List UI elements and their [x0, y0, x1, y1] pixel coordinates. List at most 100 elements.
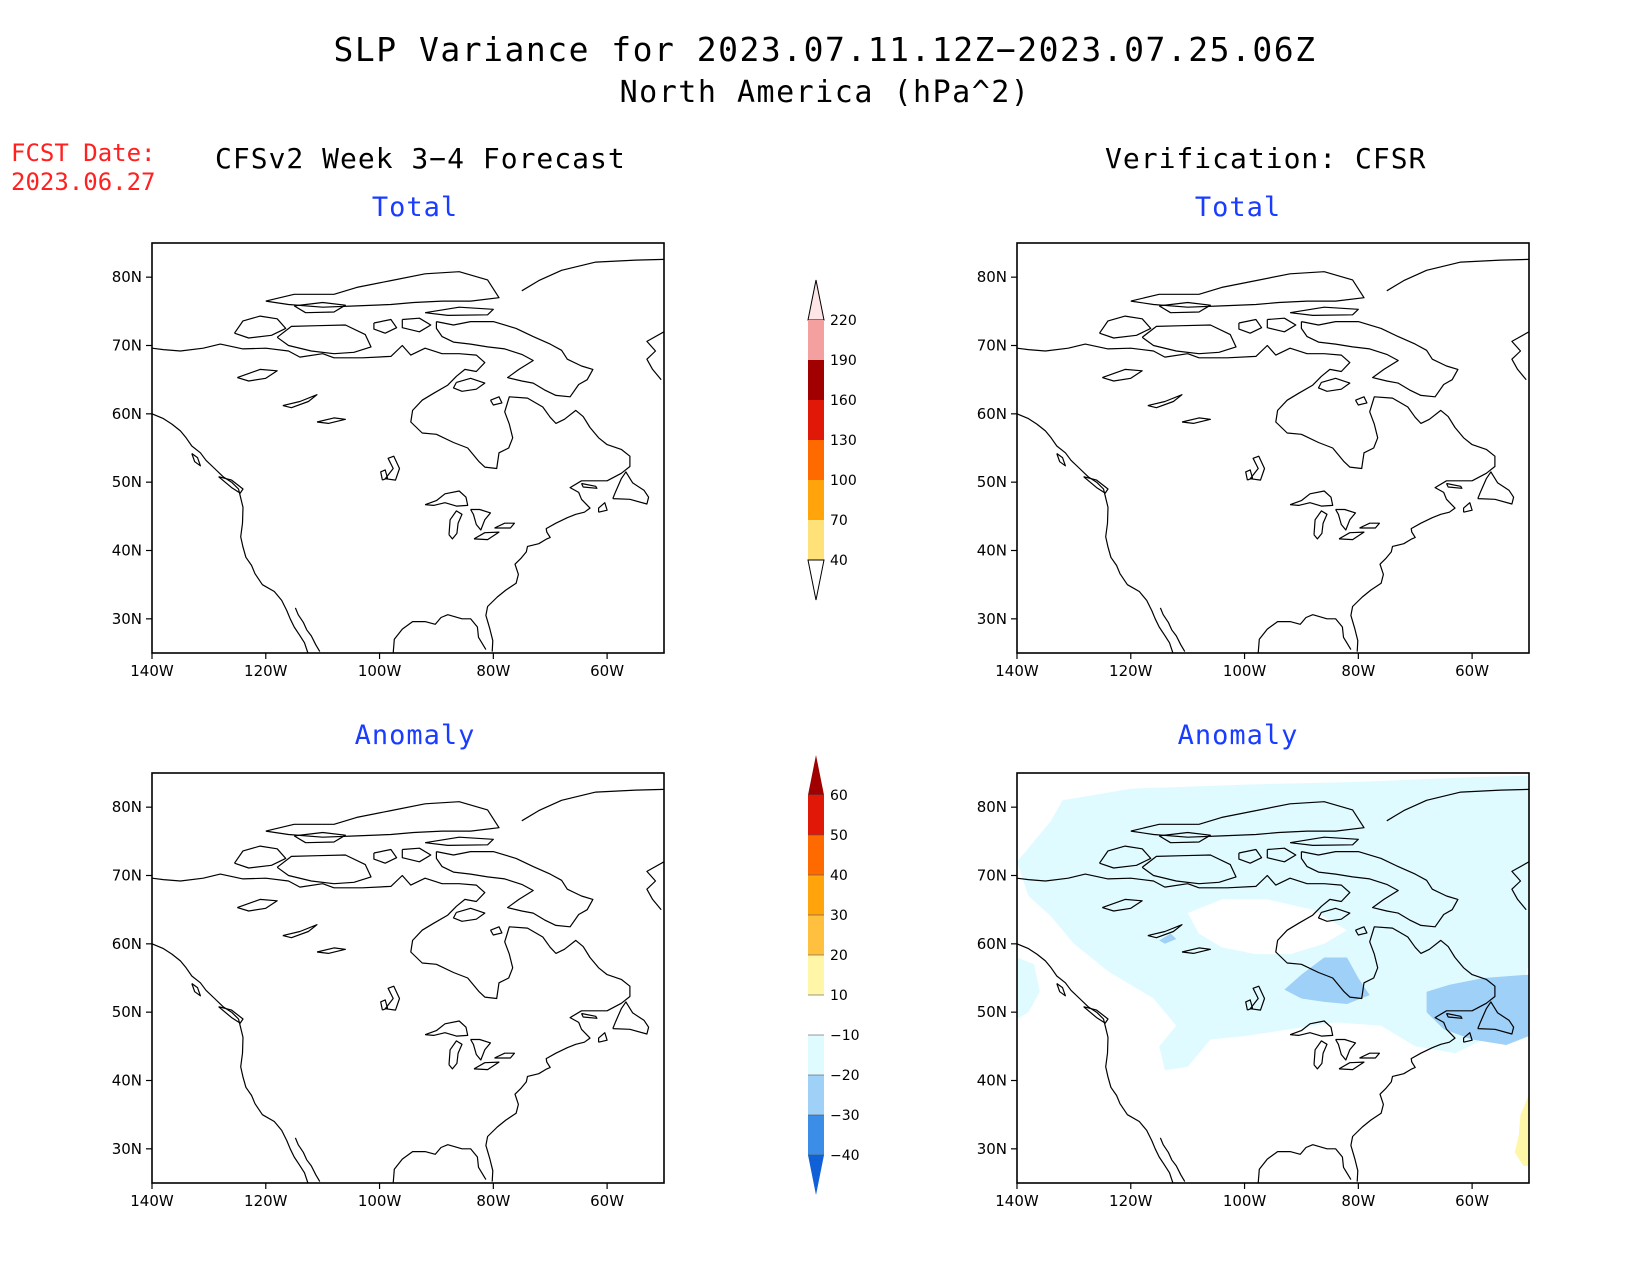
coastline-gulfcoast — [392, 614, 487, 653]
colorbar-tick-label: −20 — [830, 1068, 860, 1084]
coastline-lake_winnipeg — [1249, 455, 1266, 481]
lat-tick-label: 40N — [977, 542, 1007, 560]
lat-tick-label: 70N — [977, 337, 1007, 355]
coastline-lake_mich — [448, 1040, 463, 1070]
coastline-haida — [191, 453, 202, 467]
lat-tick-label: 60N — [112, 935, 142, 953]
map-panel-forecast-total: 80N 70N 60N 50N 40N 30N 140W 120W 100W 80W 60W — [112, 242, 665, 680]
colorbar-segment — [808, 360, 824, 400]
coastline-hudson_islands — [489, 396, 503, 406]
colorbar-segment — [808, 875, 824, 915]
anomaly-mid-blue-small — [1159, 933, 1177, 944]
colorbar-segment — [808, 795, 824, 835]
coastline-princeofwales — [1238, 318, 1263, 334]
colorbar-segment — [808, 320, 824, 360]
colorbar-tick-label: 220 — [830, 313, 857, 329]
lat-tick-label: 70N — [112, 337, 142, 355]
coastline-vancouver_isl — [218, 1006, 244, 1024]
coastline-westcoast — [152, 943, 309, 1183]
coastline-lake_mich — [1313, 1040, 1328, 1070]
colorbar-segment — [808, 1115, 824, 1155]
coastline-vancouver_isl — [1083, 476, 1109, 494]
coastline-banks — [234, 845, 287, 869]
colorbar-segment — [808, 400, 824, 440]
coastline-westcoast — [1017, 943, 1174, 1183]
coastline-lake_ont — [494, 522, 515, 529]
coastline-princeofwales — [1238, 848, 1263, 864]
colorbar-segment — [808, 480, 824, 520]
coastline-westcoast — [152, 413, 309, 653]
colorbar-tick-label: 10 — [830, 988, 848, 1004]
coastline-melville — [293, 831, 346, 844]
main-title: SLP Variance for 2023.07.11.12Z−2023.07.… — [333, 30, 1317, 69]
coastline-banks — [234, 315, 287, 339]
coastline-gt_bear — [237, 368, 278, 382]
coastline-lake_erie — [1338, 1061, 1365, 1071]
panel-subtitle-top-left: Total — [371, 192, 459, 223]
lon-tick-label: 60W — [1455, 1192, 1489, 1210]
coastline-gulfcoast — [1257, 1144, 1352, 1183]
lon-tick-label: 140W — [130, 1192, 174, 1210]
coastline-gt_slave — [1147, 924, 1183, 939]
coastline-lake_winnipeg — [1249, 985, 1266, 1011]
colorbar-segment — [808, 1035, 824, 1075]
map-frame — [1016, 772, 1530, 1184]
coastline-greenland_w — [646, 861, 664, 911]
coastline-devon — [1290, 306, 1359, 317]
lon-tick-label: 60W — [1455, 662, 1489, 680]
coastline-greenland — [1386, 788, 1529, 822]
lon-tick-label: 100W — [358, 1192, 402, 1210]
lat-tick-label: 80N — [977, 268, 1007, 286]
coastline-baffin — [1300, 850, 1459, 928]
coastline-lake_erie — [1338, 531, 1365, 541]
coastline-haida — [1056, 983, 1067, 997]
colorbar-tick-label: −30 — [830, 1108, 860, 1124]
coastline-haida — [1056, 453, 1067, 467]
lon-tick-label: 80W — [1341, 662, 1375, 680]
coastline-banks — [1099, 315, 1152, 339]
coastline-southampton — [1317, 377, 1351, 392]
colorbar-top-triangle — [808, 755, 824, 795]
coastline-baffin — [435, 320, 594, 398]
colorbar-tick-label: 60 — [830, 788, 848, 804]
coastline-capebreton — [1463, 1032, 1473, 1043]
lon-tick-label: 60W — [590, 662, 624, 680]
anomaly-positive-east — [1514, 1094, 1529, 1166]
colorbar-tick-label: 40 — [830, 868, 848, 884]
lat-tick-label: 70N — [977, 867, 1007, 885]
colorbar-tick-label: 160 — [830, 393, 857, 409]
colorbar-tick-label: 100 — [830, 473, 857, 489]
lat-tick-label: 30N — [977, 610, 1007, 628]
lat-tick-label: 40N — [112, 1072, 142, 1090]
colorbar-tick-label: 20 — [830, 948, 848, 964]
coastline-lake_manitoba — [380, 469, 389, 481]
colorbar-segment — [808, 955, 824, 995]
lat-tick-label: 30N — [112, 610, 142, 628]
colorbar-tick-label: 30 — [830, 908, 848, 924]
coastline-princeofwales — [373, 318, 398, 334]
lon-tick-label: 100W — [1223, 662, 1267, 680]
coastline-greenland — [521, 258, 664, 292]
coastline-victoria — [276, 324, 372, 355]
coastline-lake_erie — [473, 531, 500, 541]
forecast-date-label: FCST Date: — [11, 139, 156, 167]
lat-tick-label: 40N — [977, 1072, 1007, 1090]
colorbar-bottom-triangle — [807, 559, 825, 601]
coastline-anticosti — [1445, 482, 1463, 489]
coastline-lake_sup — [424, 1020, 469, 1037]
map-frame — [151, 242, 665, 654]
verification-heading: Verification: CFSR — [1105, 142, 1427, 175]
lon-tick-label: 80W — [476, 1192, 510, 1210]
coastline-haida — [191, 983, 202, 997]
coastline-lake_sup — [1289, 1020, 1334, 1037]
colorbar-top-triangle — [807, 279, 825, 321]
colorbar-tick-label: 130 — [830, 433, 857, 449]
anomaly-mid-blue-newfoundland — [1426, 974, 1529, 1045]
colorbar-tick-label: −10 — [830, 1028, 860, 1044]
coastline-baffin — [1300, 320, 1459, 398]
colorbar-tick-label: 50 — [830, 828, 848, 844]
lon-tick-label: 120W — [244, 662, 288, 680]
lat-tick-label: 80N — [112, 798, 142, 816]
lon-tick-label: 100W — [358, 662, 402, 680]
coastline-lake_huron — [1335, 1038, 1357, 1061]
